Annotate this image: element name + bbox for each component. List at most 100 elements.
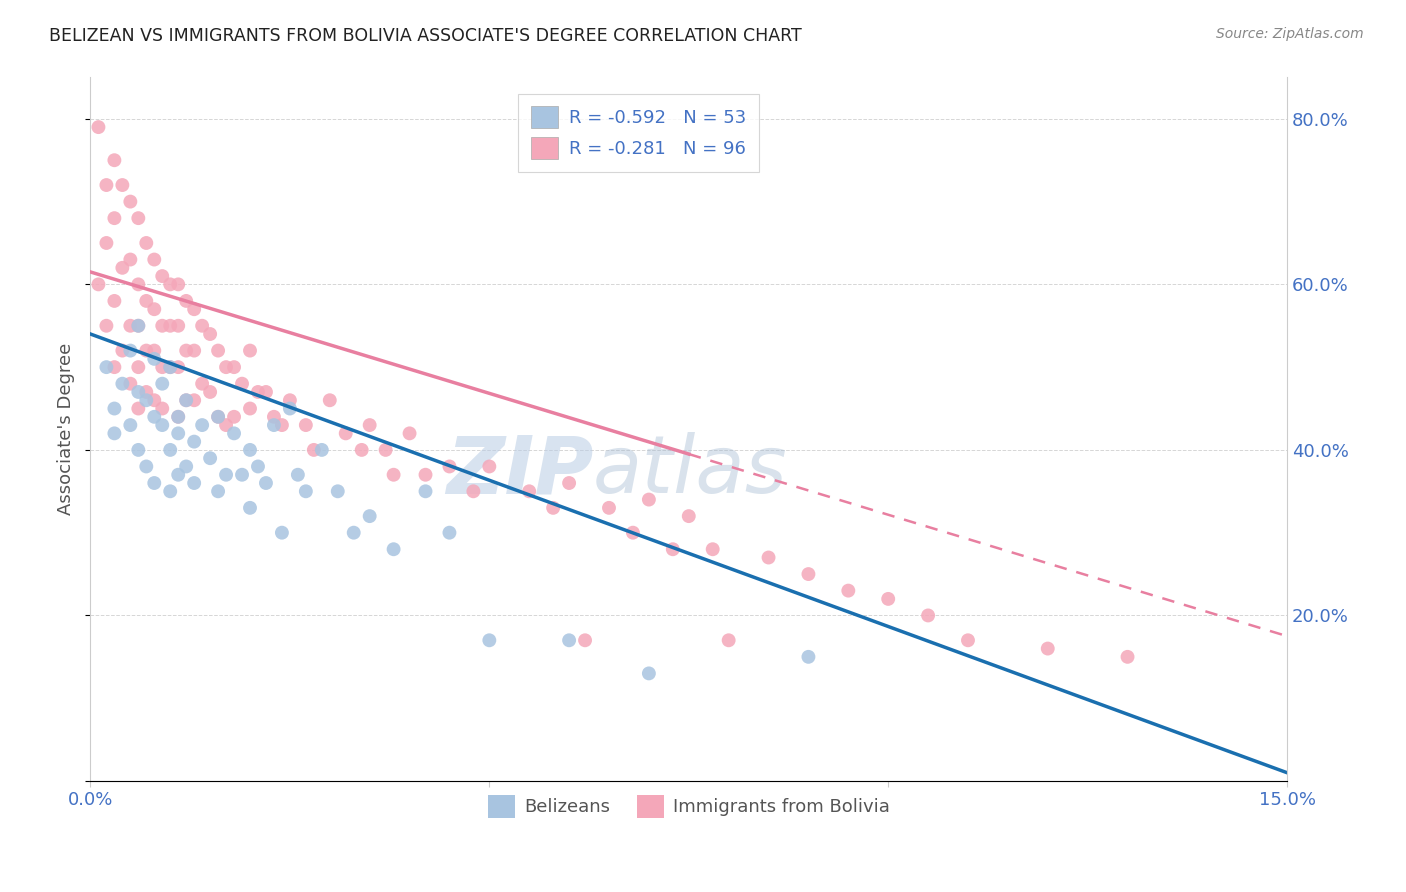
Point bbox=[174, 459, 197, 474]
Point bbox=[135, 384, 157, 399]
Point bbox=[143, 252, 166, 267]
Point bbox=[231, 467, 253, 482]
Point bbox=[311, 442, 333, 457]
Point bbox=[96, 360, 118, 375]
Point bbox=[120, 318, 142, 333]
Point bbox=[111, 260, 134, 275]
Point bbox=[1036, 641, 1059, 656]
Point bbox=[302, 442, 325, 457]
Point bbox=[877, 591, 900, 606]
Point bbox=[103, 293, 125, 308]
Point bbox=[439, 459, 461, 474]
Point bbox=[558, 633, 581, 648]
Point bbox=[143, 302, 166, 317]
Point bbox=[207, 343, 229, 358]
Point bbox=[295, 484, 318, 499]
Point bbox=[135, 235, 157, 250]
Point bbox=[143, 343, 166, 358]
Point bbox=[87, 120, 110, 134]
Point bbox=[374, 442, 396, 457]
Point bbox=[159, 360, 181, 375]
Point bbox=[143, 351, 166, 366]
Point bbox=[159, 360, 181, 375]
Point bbox=[183, 476, 205, 491]
Point bbox=[574, 633, 596, 648]
Point bbox=[135, 293, 157, 308]
Point bbox=[127, 401, 149, 416]
Point bbox=[215, 418, 238, 433]
Point bbox=[127, 384, 149, 399]
Point bbox=[621, 525, 644, 540]
Point bbox=[215, 360, 238, 375]
Text: Source: ZipAtlas.com: Source: ZipAtlas.com bbox=[1216, 27, 1364, 41]
Point bbox=[103, 360, 125, 375]
Point bbox=[167, 318, 190, 333]
Point bbox=[127, 211, 149, 226]
Y-axis label: Associate's Degree: Associate's Degree bbox=[58, 343, 75, 516]
Point bbox=[159, 484, 181, 499]
Point bbox=[103, 426, 125, 441]
Text: BELIZEAN VS IMMIGRANTS FROM BOLIVIA ASSOCIATE'S DEGREE CORRELATION CHART: BELIZEAN VS IMMIGRANTS FROM BOLIVIA ASSO… bbox=[49, 27, 801, 45]
Point bbox=[198, 326, 221, 341]
Point bbox=[207, 409, 229, 424]
Point bbox=[343, 525, 366, 540]
Point bbox=[271, 525, 294, 540]
Point bbox=[127, 360, 149, 375]
Point bbox=[120, 376, 142, 391]
Point bbox=[1116, 649, 1139, 664]
Point bbox=[174, 393, 197, 408]
Point bbox=[103, 211, 125, 226]
Point bbox=[143, 476, 166, 491]
Point bbox=[558, 476, 581, 491]
Point bbox=[319, 393, 342, 408]
Point bbox=[797, 567, 820, 582]
Point bbox=[174, 293, 197, 308]
Point bbox=[135, 393, 157, 408]
Point bbox=[150, 401, 173, 416]
Point bbox=[956, 633, 979, 648]
Point bbox=[207, 409, 229, 424]
Point bbox=[174, 343, 197, 358]
Point bbox=[439, 525, 461, 540]
Point bbox=[127, 277, 149, 292]
Point bbox=[415, 484, 437, 499]
Point bbox=[183, 343, 205, 358]
Point bbox=[382, 542, 405, 557]
Point bbox=[702, 542, 724, 557]
Point bbox=[350, 442, 373, 457]
Point bbox=[598, 500, 620, 515]
Point bbox=[239, 343, 262, 358]
Point bbox=[183, 434, 205, 449]
Point bbox=[103, 401, 125, 416]
Point bbox=[207, 484, 229, 499]
Point bbox=[120, 418, 142, 433]
Point bbox=[287, 467, 309, 482]
Point bbox=[478, 459, 501, 474]
Point bbox=[359, 509, 381, 524]
Point bbox=[837, 583, 859, 598]
Point bbox=[120, 252, 142, 267]
Text: ZIP: ZIP bbox=[446, 433, 593, 510]
Point bbox=[167, 409, 190, 424]
Point bbox=[717, 633, 740, 648]
Point bbox=[271, 418, 294, 433]
Point bbox=[359, 418, 381, 433]
Point bbox=[662, 542, 685, 557]
Point bbox=[174, 393, 197, 408]
Point bbox=[239, 401, 262, 416]
Point bbox=[127, 442, 149, 457]
Point bbox=[96, 178, 118, 192]
Point bbox=[87, 277, 110, 292]
Point bbox=[215, 467, 238, 482]
Point bbox=[167, 277, 190, 292]
Legend: Belizeans, Immigrants from Bolivia: Belizeans, Immigrants from Bolivia bbox=[481, 789, 897, 825]
Point bbox=[167, 409, 190, 424]
Point bbox=[111, 178, 134, 192]
Point bbox=[127, 318, 149, 333]
Point bbox=[246, 384, 269, 399]
Point bbox=[278, 401, 301, 416]
Point bbox=[382, 467, 405, 482]
Point bbox=[263, 418, 285, 433]
Point bbox=[638, 492, 661, 507]
Point bbox=[478, 633, 501, 648]
